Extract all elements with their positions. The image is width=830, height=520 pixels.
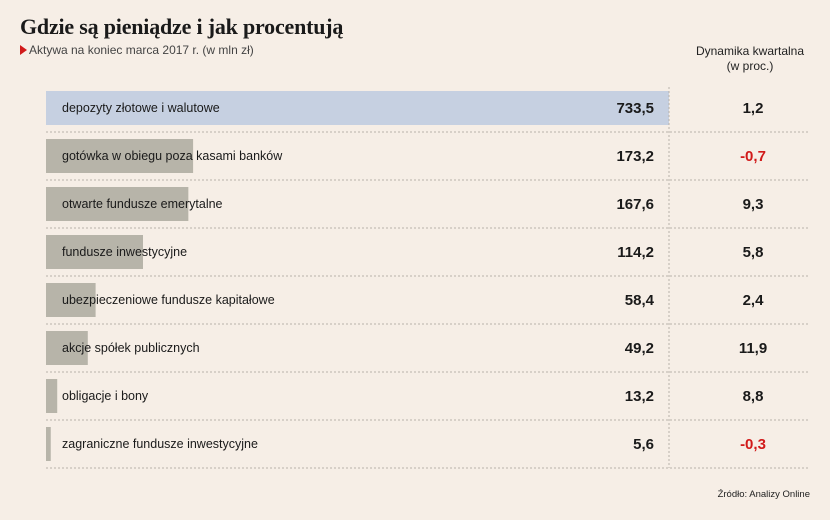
value-label: 5,6 <box>633 436 654 453</box>
value-label: 13,2 <box>625 388 654 405</box>
category-label: depozyty złotowe i walutowe <box>62 101 220 115</box>
category-label: zagraniczne fundusze inwestycyjne <box>62 437 258 451</box>
dynamics-header-line-1: Dynamika kwartalna <box>695 44 805 58</box>
dynamics-value: 8,8 <box>743 388 764 405</box>
category-label: otwarte fundusze emerytalne <box>62 197 223 211</box>
chart-title: Gdzie są pieniądze i jak procentują <box>20 14 344 39</box>
subtitle-text: Aktywa na koniec marca 2017 r. (w mln zł… <box>29 43 254 57</box>
category-label: obligacje i bony <box>62 389 149 403</box>
value-label: 173,2 <box>616 148 654 165</box>
dynamics-value: -0,7 <box>740 148 766 165</box>
category-label: akcje spółek publicznych <box>62 341 200 355</box>
value-label: 167,6 <box>616 196 654 213</box>
bar <box>46 379 58 413</box>
chart-subtitle: Aktywa na koniec marca 2017 r. (w mln zł… <box>20 43 254 57</box>
bar <box>46 235 143 269</box>
value-label: 49,2 <box>625 340 654 357</box>
bar <box>46 91 669 125</box>
bar <box>46 187 189 221</box>
dynamics-column-header: Dynamika kwartalna (w proc.) <box>690 44 810 74</box>
dynamics-value: 2,4 <box>743 292 765 309</box>
category-label: fundusze inwestycyjne <box>62 245 187 259</box>
dynamics-value: -0,3 <box>740 436 766 453</box>
dynamics-value: 11,9 <box>739 340 767 357</box>
bar <box>46 139 194 173</box>
dynamics-value: 1,2 <box>743 100 764 117</box>
category-label: ubezpieczeniowe fundusze kapitałowe <box>62 293 275 307</box>
dynamics-header-line-2: (w proc.) <box>726 59 774 73</box>
bar <box>46 331 88 365</box>
value-label: 733,5 <box>616 100 654 117</box>
category-label: gotówka w obiegu poza kasami banków <box>62 149 283 163</box>
value-label: 114,2 <box>617 244 654 261</box>
dynamics-value: 9,3 <box>743 196 764 213</box>
red-triangle-icon <box>20 45 27 55</box>
value-label: 58,4 <box>625 292 655 309</box>
source-note: Źródło: Analizy Online <box>717 489 810 500</box>
dynamics-value: 5,8 <box>743 244 764 261</box>
bar <box>46 427 51 461</box>
bar <box>46 283 96 317</box>
